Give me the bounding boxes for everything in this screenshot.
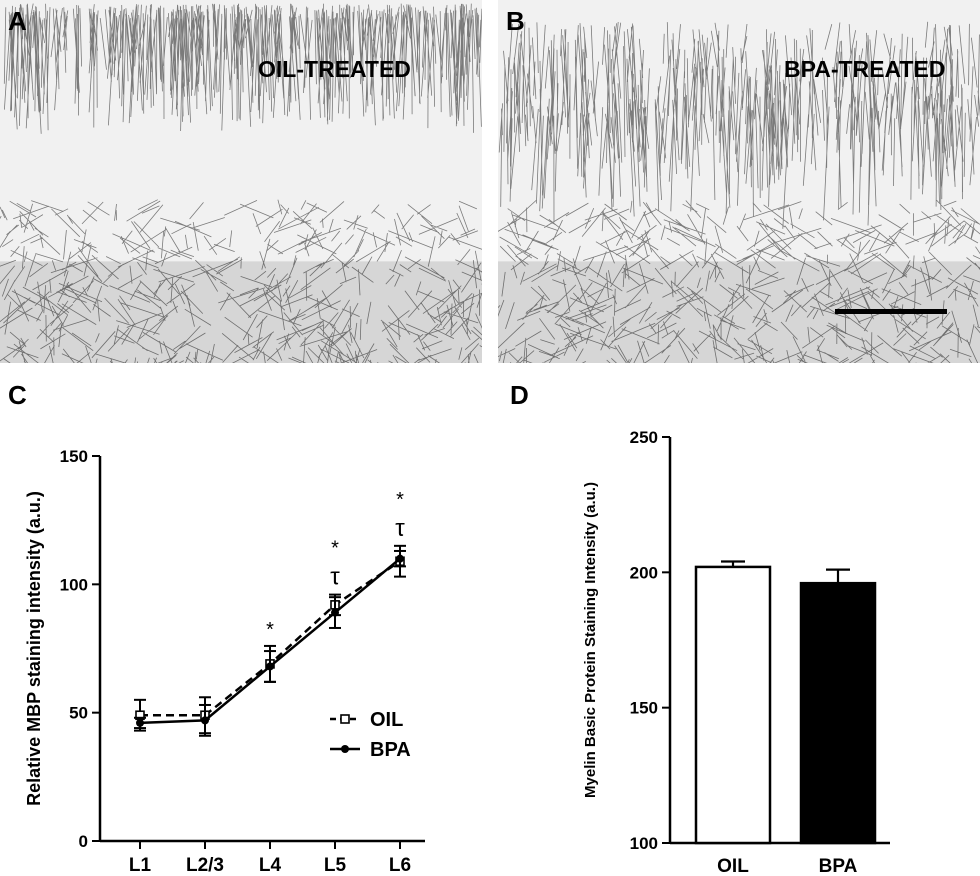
legend-marker-oil xyxy=(340,714,350,724)
y-tick-label: 250 xyxy=(630,428,658,447)
y-axis-label: Relative MBP staining intensity (a.u.) xyxy=(24,491,44,806)
point-bpa xyxy=(396,554,404,563)
x-tick-label: OIL xyxy=(717,856,749,876)
micrograph-bpa-treated: BPA-TREATED xyxy=(498,0,980,363)
line-chart-svg: 0 50 100 150 L1 L2/3 L4 L5 L6 Relative MBP staini… xyxy=(24,447,425,876)
bar-bpa xyxy=(799,581,877,845)
y-tick-label: 50 xyxy=(69,704,88,723)
panel-letter-c: C xyxy=(8,380,27,410)
panel-letter-a: A xyxy=(8,6,27,36)
y-tick-label: 150 xyxy=(630,699,658,718)
bar-chart-svg: 100 150 200 250 Myelin Basic Protein Stainin… xyxy=(582,428,890,876)
y-tick-label: 100 xyxy=(60,575,88,594)
y-tick-label: 100 xyxy=(630,834,658,853)
micrograph-label-bpa: BPA-TREATED xyxy=(784,56,946,82)
panel-letter-b: B xyxy=(506,6,525,36)
x-tick-label: L5 xyxy=(324,855,347,876)
significance-tau: τ xyxy=(330,564,340,591)
x-tick-label: L6 xyxy=(389,855,411,876)
x-tick-label: L4 xyxy=(259,855,282,876)
y-tick-label: 0 xyxy=(79,832,88,851)
micrograph-oil-treated: OIL-TREATED xyxy=(0,0,482,363)
legend-marker-bpa xyxy=(341,745,349,753)
y-axis-label: Myelin Basic Protein Staining Intensity … xyxy=(582,482,599,798)
line-chart-mbp-by-layer: 0 50 100 150 L1 L2/3 L4 L5 L6 Relative MBP staini… xyxy=(0,370,490,876)
x-tick-label: BPA xyxy=(819,856,858,876)
point-bpa xyxy=(266,662,274,671)
stain-texture xyxy=(0,3,482,363)
legend-label-oil: OIL xyxy=(370,709,403,731)
panel-letter-d: D xyxy=(510,380,529,410)
significance-tau: τ xyxy=(395,515,405,542)
y-tick-label: 150 xyxy=(60,447,88,466)
significance-asterisk: * xyxy=(396,489,404,511)
bar-chart-mbp-intensity: 100 150 200 250 Myelin Basic Protein Stainin… xyxy=(490,370,980,876)
significance-asterisk: * xyxy=(331,538,339,560)
micrograph-label-oil: OIL-TREATED xyxy=(258,56,411,82)
point-bpa xyxy=(331,608,339,617)
y-tick-label: 200 xyxy=(630,563,658,582)
bar-oil xyxy=(694,565,772,845)
x-tick-label: L1 xyxy=(129,855,152,876)
significance-asterisk: * xyxy=(266,619,274,641)
point-bpa xyxy=(136,718,144,727)
legend-label-bpa: BPA xyxy=(370,739,411,761)
scale-bar xyxy=(835,309,947,314)
x-tick-label: L2/3 xyxy=(186,855,224,876)
point-bpa xyxy=(201,716,209,725)
